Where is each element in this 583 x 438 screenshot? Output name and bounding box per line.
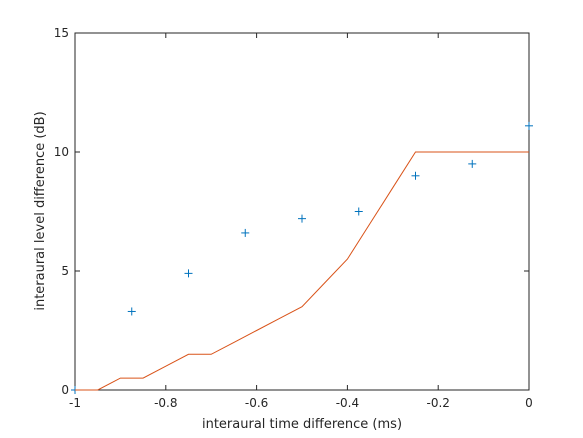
- data-point: [298, 214, 306, 223]
- y-tick-label: 10: [54, 145, 69, 159]
- data-point: [525, 121, 533, 130]
- y-tick-label: 15: [54, 26, 69, 40]
- x-tick-label: -1: [69, 396, 81, 410]
- series-layer: [71, 121, 533, 394]
- x-axis-ticks: -1 -0.8 -0.6 -0.4 -0.2 0: [69, 33, 533, 410]
- x-tick-label: -0.4: [336, 396, 359, 410]
- y-axis-ticks: 0 5 10 15: [54, 26, 529, 397]
- y-tick-label: 0: [61, 383, 69, 397]
- series-line: [75, 151, 529, 391]
- axes-box: [74, 32, 530, 391]
- data-point: [184, 269, 193, 278]
- data-point: [411, 171, 420, 180]
- data-point: [354, 207, 363, 216]
- data-point: [127, 307, 136, 316]
- y-axis-label: interaural level difference (dB): [33, 111, 48, 310]
- y-tick-label: 5: [61, 264, 69, 278]
- x-tick-label: -0.2: [426, 396, 449, 410]
- plot-area: [74, 32, 530, 391]
- x-axis-label: interaural time difference (ms): [202, 417, 402, 432]
- x-tick-label: -0.6: [245, 396, 268, 410]
- x-tick-label: 0: [525, 396, 533, 410]
- x-tick-label: -0.8: [154, 396, 177, 410]
- data-point: [241, 228, 250, 237]
- data-point: [468, 159, 477, 168]
